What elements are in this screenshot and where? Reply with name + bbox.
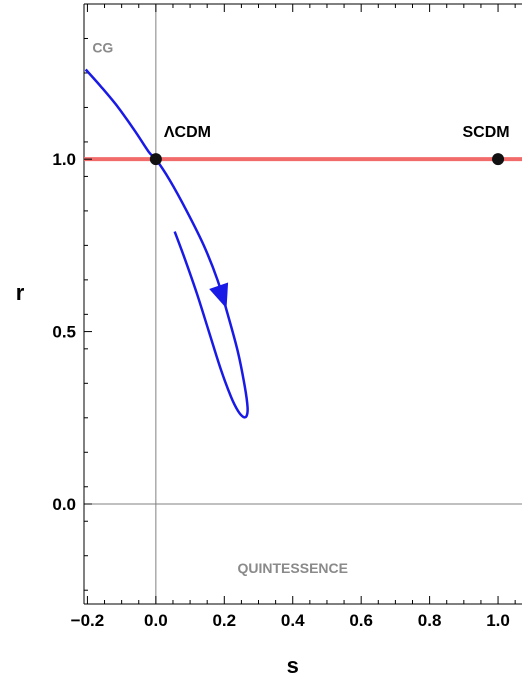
region-label: QUINTESSENCE [238, 560, 348, 576]
region-labels: CG QUINTESSENCE [92, 39, 348, 576]
points-layer: ΛCDM SCDM [149, 124, 510, 166]
y-ticks: 0.0 0.5 1.0 [52, 37, 92, 591]
y-axis-title: r [16, 280, 25, 305]
y-tick-label: 1.0 [52, 150, 76, 169]
y-tick-label: 0.0 [52, 495, 76, 514]
x-tick-label: −0.2 [71, 611, 105, 630]
x-tick-label: 1.0 [486, 611, 510, 630]
plot-frame [83, 3, 522, 605]
series-layer [84, 68, 249, 419]
x-ticks: −0.2 0.0 0.2 0.4 0.6 0.8 1.0 [71, 4, 516, 630]
y-tick-label: 0.5 [52, 323, 76, 342]
direction-arrow [209, 282, 229, 309]
x-axis-title: s [287, 653, 299, 678]
x-tick-label: 0.6 [349, 611, 373, 630]
series-line [84, 68, 249, 419]
fixed-point-label: ΛCDM [164, 124, 211, 141]
x-tick-label: 0.2 [212, 611, 236, 630]
fixed-point-marker [149, 153, 162, 166]
x-tick-label: 0.0 [144, 611, 168, 630]
region-label: CG [92, 39, 113, 55]
fixed-point-label: SCDM [462, 124, 509, 141]
x-tick-label: 0.4 [281, 611, 305, 630]
reference-lines [84, 4, 522, 604]
fixed-point-marker [492, 153, 505, 166]
x-tick-label: 0.8 [418, 611, 442, 630]
